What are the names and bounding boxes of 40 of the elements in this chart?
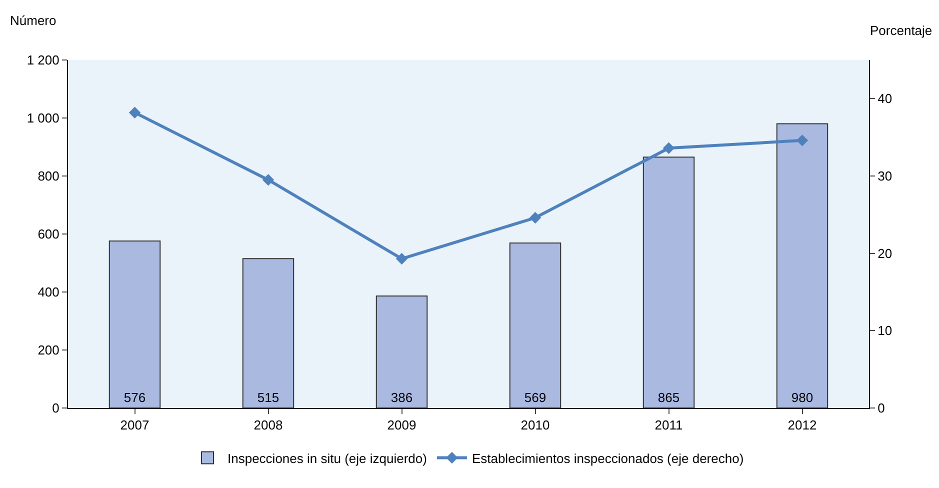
y-tick-label: 200 bbox=[38, 342, 60, 358]
y-tick-label: 600 bbox=[38, 226, 60, 242]
point bbox=[529, 212, 542, 224]
y2-tick-label: 20 bbox=[878, 246, 892, 261]
y2-tick-label: 40 bbox=[878, 91, 892, 106]
bar bbox=[108, 240, 161, 408]
data-label: 980 bbox=[791, 390, 814, 405]
bar bbox=[642, 156, 695, 408]
x-tick-label: 2010 bbox=[520, 418, 550, 433]
point bbox=[662, 142, 675, 154]
x-tick-label: 2009 bbox=[387, 418, 416, 433]
point bbox=[396, 252, 408, 265]
data-label: 515 bbox=[257, 390, 280, 405]
x-tick-label: 2008 bbox=[254, 418, 283, 433]
legend-label: Inspecciones in situ (eje izquierdo) bbox=[228, 450, 427, 466]
x-tick-label: 2011 bbox=[654, 418, 683, 433]
y2-axis-title: Porcentaje bbox=[870, 23, 932, 38]
point bbox=[128, 106, 141, 118]
y-tick-label: 0 bbox=[52, 400, 60, 416]
y-tick-label: 800 bbox=[38, 168, 60, 184]
point bbox=[796, 134, 808, 146]
data-label: 386 bbox=[390, 390, 413, 405]
x-tick-label: 2007 bbox=[120, 418, 150, 433]
y-axis-title: Número bbox=[10, 13, 56, 28]
bar bbox=[776, 123, 828, 408]
y-tick-label: 1 000 bbox=[26, 110, 60, 126]
y-tick-label: 400 bbox=[38, 284, 60, 300]
point bbox=[262, 174, 274, 186]
x-tick-label: 2012 bbox=[788, 418, 817, 433]
y-tick-label: 1 200 bbox=[26, 52, 60, 68]
bar bbox=[376, 296, 428, 408]
bar bbox=[509, 242, 562, 408]
data-label: 576 bbox=[124, 390, 146, 405]
y2-tick-label: 30 bbox=[878, 168, 892, 184]
bar bbox=[242, 258, 294, 408]
y2-tick-label: 10 bbox=[878, 323, 892, 338]
data-label: 569 bbox=[524, 390, 546, 405]
data-label: 865 bbox=[658, 390, 680, 405]
y2-tick-label: 0 bbox=[878, 400, 885, 416]
legend-label: Establecimientos inspeccionados (eje derecho) bbox=[472, 450, 744, 466]
